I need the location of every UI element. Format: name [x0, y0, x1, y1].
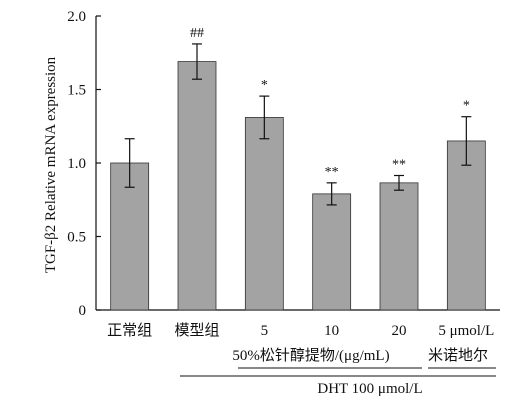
bars: ##*** ***	[110, 26, 486, 311]
x-tick-label: 10	[324, 323, 339, 339]
bar	[446, 140, 486, 311]
bar	[244, 117, 284, 311]
significance-mark: *	[463, 99, 470, 114]
y-tick-label: 1.0	[67, 156, 86, 172]
significance-mark: *	[261, 78, 268, 93]
y-tick-label: 2.0	[67, 9, 86, 25]
significance-mark: **	[392, 157, 406, 172]
significance-mark: ##	[190, 26, 204, 41]
x-tick-label: 模型组	[174, 322, 219, 339]
x-tick-label: 5 μmol/L	[438, 323, 494, 339]
y-tick-label: 0	[79, 303, 87, 319]
x-tick-label: 5	[261, 323, 269, 339]
y-tick-label: 0.5	[67, 230, 86, 246]
extract-group-label: 50%松针醇提物/(μg/mL)	[232, 347, 389, 364]
x-tick-label: 正常组	[107, 322, 152, 339]
bar	[379, 182, 419, 311]
y-ticks: 0 0.5 1.0 1.5 2.0	[67, 9, 101, 319]
dht-group-label: DHT 100 μmol/L	[317, 381, 422, 397]
bar	[312, 193, 352, 311]
y-tick-label: 1.5	[67, 83, 86, 99]
group-brackets: 50%松针醇提物/(μg/mL) 米诺地尔 DHT 100 μmol/L	[180, 347, 496, 397]
x-tick-label: 20	[392, 323, 407, 339]
x-tick-labels: 正常组 模型组 5 10 20 5 μmol/L	[107, 322, 494, 339]
plot-area: 00.51.01.52.0 ##*** *** 正常组 模型组 5 10 20 5 μmol…	[67, 9, 500, 339]
y-axis-label: TGF-β2 Relative mRNA expression	[43, 56, 59, 273]
positive-control-label: 米诺地尔	[428, 347, 488, 364]
bar	[177, 61, 217, 311]
significance-mark: **	[325, 165, 339, 180]
